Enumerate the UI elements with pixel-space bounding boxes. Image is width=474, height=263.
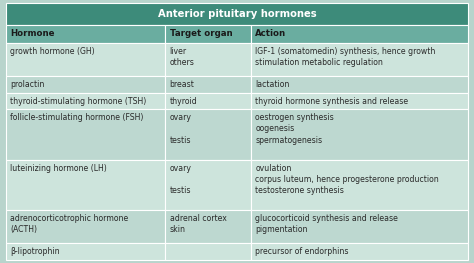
Text: thyroid: thyroid: [170, 97, 197, 106]
Bar: [6, 43, 165, 76]
Text: ovulation
corpus luteum, hence progesterone production
testosterone synthesis: ovulation corpus luteum, hence progester…: [255, 164, 439, 195]
Text: IGF-1 (somatomedin) synthesis, hence growth
stimulation metabolic regulation: IGF-1 (somatomedin) synthesis, hence gro…: [255, 47, 436, 67]
Bar: [165, 160, 251, 210]
Text: ovary
 
testis: ovary testis: [170, 164, 191, 195]
Bar: [251, 210, 468, 243]
Bar: [251, 243, 468, 260]
Text: oestrogen synthesis
oogenesis
spermatogenesis: oestrogen synthesis oogenesis spermatoge…: [255, 113, 334, 145]
Text: prolactin: prolactin: [10, 80, 45, 89]
Text: Hormone: Hormone: [10, 29, 55, 38]
Bar: [6, 160, 165, 210]
Bar: [165, 109, 251, 160]
Text: liver
others: liver others: [170, 47, 194, 67]
Bar: [165, 243, 251, 260]
Text: adrenal cortex
skin: adrenal cortex skin: [170, 214, 227, 234]
Text: thyroid-stimulating hormone (TSH): thyroid-stimulating hormone (TSH): [10, 97, 146, 106]
Text: growth hormone (GH): growth hormone (GH): [10, 47, 95, 55]
Text: glucocorticoid synthesis and release
pigmentation: glucocorticoid synthesis and release pig…: [255, 214, 398, 234]
Bar: [165, 210, 251, 243]
Text: luteinizing hormone (LH): luteinizing hormone (LH): [10, 164, 107, 173]
Text: ovary
 
testis: ovary testis: [170, 113, 191, 145]
Bar: [165, 76, 251, 93]
Bar: [165, 93, 251, 109]
Bar: [251, 25, 468, 43]
Text: precursor of endorphins: precursor of endorphins: [255, 247, 349, 256]
Bar: [6, 210, 165, 243]
Bar: [6, 3, 468, 25]
Bar: [6, 243, 165, 260]
Bar: [165, 25, 251, 43]
Text: thyroid hormone synthesis and release: thyroid hormone synthesis and release: [255, 97, 408, 106]
Text: breast: breast: [170, 80, 194, 89]
Bar: [251, 160, 468, 210]
Text: adrenocorticotrophic hormone
(ACTH): adrenocorticotrophic hormone (ACTH): [10, 214, 128, 234]
Text: β-lipotrophin: β-lipotrophin: [10, 247, 60, 256]
Text: Anterior pituitary hormones: Anterior pituitary hormones: [158, 9, 316, 19]
Text: Target organ: Target organ: [170, 29, 232, 38]
Bar: [251, 43, 468, 76]
Bar: [6, 76, 165, 93]
Bar: [6, 25, 165, 43]
Bar: [251, 109, 468, 160]
Bar: [6, 93, 165, 109]
Text: lactation: lactation: [255, 80, 290, 89]
Text: Action: Action: [255, 29, 286, 38]
Text: follicle-stimulating hormone (FSH): follicle-stimulating hormone (FSH): [10, 113, 143, 122]
Bar: [251, 76, 468, 93]
Bar: [165, 43, 251, 76]
Bar: [251, 93, 468, 109]
Bar: [6, 109, 165, 160]
